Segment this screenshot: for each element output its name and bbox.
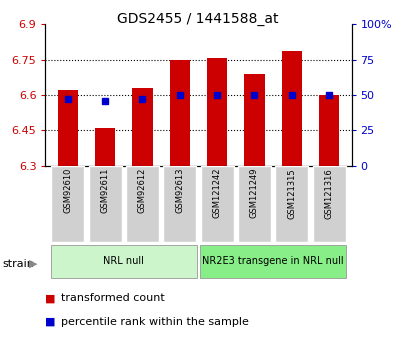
Text: GSM121249: GSM121249 [250, 168, 259, 218]
FancyBboxPatch shape [89, 166, 122, 243]
Bar [58, 90, 78, 166]
Text: GSM92610: GSM92610 [63, 168, 72, 213]
Text: transformed count: transformed count [61, 294, 165, 303]
Text: NR2E3 transgene in NRL null: NR2E3 transgene in NRL null [202, 256, 344, 266]
FancyBboxPatch shape [126, 166, 159, 243]
Bar [169, 60, 190, 166]
FancyBboxPatch shape [313, 166, 346, 243]
FancyBboxPatch shape [51, 166, 84, 243]
Text: GSM92612: GSM92612 [138, 168, 147, 213]
Text: strain: strain [2, 259, 34, 269]
Text: ▶: ▶ [28, 259, 37, 269]
Text: GSM92613: GSM92613 [175, 168, 184, 214]
FancyBboxPatch shape [164, 166, 196, 243]
FancyBboxPatch shape [238, 166, 271, 243]
FancyBboxPatch shape [200, 245, 346, 278]
Text: NRL null: NRL null [103, 256, 144, 266]
Bar [244, 74, 265, 166]
Text: GDS2455 / 1441588_at: GDS2455 / 1441588_at [117, 12, 278, 26]
FancyBboxPatch shape [275, 166, 308, 243]
Text: percentile rank within the sample: percentile rank within the sample [61, 317, 249, 326]
Bar [319, 95, 339, 166]
Text: ■: ■ [45, 294, 56, 303]
Text: GSM121315: GSM121315 [287, 168, 296, 218]
Text: ■: ■ [45, 317, 56, 326]
Text: GSM121242: GSM121242 [213, 168, 222, 218]
Text: GSM92611: GSM92611 [101, 168, 110, 213]
FancyBboxPatch shape [201, 166, 233, 243]
Bar [132, 88, 153, 166]
Bar [282, 51, 302, 166]
Text: GSM121316: GSM121316 [325, 168, 334, 219]
FancyBboxPatch shape [51, 245, 197, 278]
Bar [207, 58, 228, 166]
Bar [95, 128, 115, 166]
